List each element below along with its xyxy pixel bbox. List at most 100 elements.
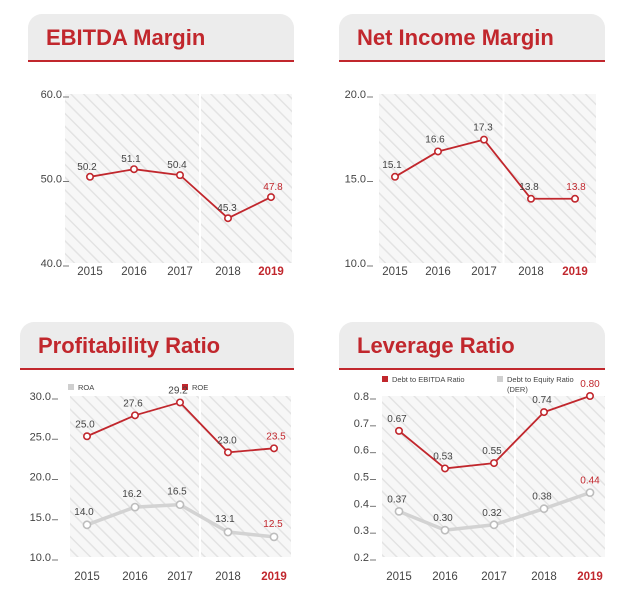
y-tick-label: 30.0 (30, 391, 51, 403)
net-income-margin-chart: 20.0 15.0 10.0 2015 2016 2017 2018 2019 15.1 16.6… (345, 89, 596, 278)
x-category-label: 2019 (261, 571, 287, 583)
data-point (390, 172, 399, 181)
data-point (130, 165, 139, 174)
data-point (489, 520, 499, 530)
data-point (176, 171, 185, 180)
data-label: 14.0 (74, 507, 94, 518)
data-point (490, 459, 499, 468)
profitability-ratio-panel: Profitability Ratio 30.0 25.0 20.0 15.0 10.0… (20, 322, 294, 592)
y-tick-label: 60.0 (41, 89, 62, 101)
legend-label: ROE (192, 383, 208, 392)
data-label: 0.38 (532, 492, 552, 503)
data-label: 16.6 (425, 134, 445, 145)
data-label: 0.44 (580, 476, 600, 487)
data-point (82, 520, 92, 530)
x-category-label: 2016 (432, 571, 458, 583)
ebitda-margin-title: EBITDA Margin (46, 25, 206, 50)
header-rule (339, 60, 605, 62)
data-label: 50.2 (77, 162, 97, 173)
y-tick-label: 50.0 (41, 174, 62, 186)
data-point (539, 504, 549, 514)
legend-label: Debt to Equity Ratio (507, 375, 574, 384)
plot-area (70, 396, 291, 557)
data-label: 47.8 (263, 182, 283, 193)
data-point (394, 506, 404, 516)
legend-label: (DER) (507, 385, 528, 394)
legend-swatch (68, 384, 74, 390)
data-point (175, 500, 185, 510)
legend-swatch (497, 376, 503, 382)
y-tick-label: 0.6 (354, 445, 369, 457)
y-tick-label: 20.0 (345, 89, 366, 101)
data-label: 13.8 (519, 182, 539, 193)
data-label: 23.0 (217, 435, 237, 446)
data-point (85, 172, 94, 181)
data-point (527, 194, 536, 203)
x-category-label: 2019 (577, 571, 603, 583)
legend-swatch (182, 384, 188, 390)
x-category-label: 2016 (425, 266, 451, 278)
header-rule (339, 368, 605, 370)
data-point (270, 444, 279, 453)
x-category-label: 2017 (481, 571, 507, 583)
data-point (480, 135, 489, 144)
data-label: 0.80 (580, 379, 600, 390)
data-label: 0.67 (387, 414, 407, 425)
data-label: 0.30 (433, 513, 453, 524)
data-label: 51.1 (121, 154, 141, 165)
data-label: 0.37 (387, 494, 407, 505)
y-tick-label: 0.7 (354, 418, 369, 430)
plot-area (379, 94, 596, 263)
data-label: 23.5 (266, 431, 286, 442)
data-label: 13.8 (566, 182, 586, 193)
y-tick-label: 25.0 (30, 431, 51, 443)
data-label: 0.32 (482, 508, 502, 519)
ebitda-margin-header: EBITDA Margin (28, 14, 294, 62)
legend-label: Debt to EBITDA Ratio (392, 375, 465, 384)
plot-area (382, 396, 605, 557)
data-point (585, 488, 595, 497)
y-tick-label: 40.0 (41, 258, 62, 270)
profitability-ratio-title: Profitability Ratio (38, 333, 221, 358)
y-tick-label: 20.0 (30, 472, 51, 484)
x-category-label: 2019 (562, 266, 588, 278)
x-category-label: 2018 (215, 266, 241, 278)
data-label: 0.74 (532, 395, 552, 406)
data-label: 15.1 (382, 160, 402, 171)
profitability-ratio-chart: 30.0 25.0 20.0 15.0 10.0 2015 2016 2017 2018 2019… (30, 383, 291, 583)
data-point (131, 411, 140, 420)
x-category-label: 2015 (74, 571, 100, 583)
data-label: 45.3 (217, 203, 237, 214)
x-category-label: 2016 (121, 266, 147, 278)
y-tick-label: 0.4 (354, 498, 369, 510)
data-label: 29.2 (168, 385, 188, 396)
ebitda-margin-panel: EBITDA Margin 60.0 50.0 40.0 2015 2016 2017 20… (28, 14, 294, 284)
y-tick-label: 0.2 (354, 552, 369, 564)
y-tick-label: 10.0 (345, 258, 366, 270)
data-point (540, 408, 549, 417)
data-label: 25.0 (75, 419, 95, 430)
data-label: 0.55 (482, 446, 502, 457)
data-point (130, 502, 140, 512)
data-label: 16.2 (122, 489, 142, 500)
data-label: 13.1 (215, 514, 235, 525)
data-label: 16.5 (167, 487, 187, 498)
x-category-label: 2015 (386, 571, 412, 583)
y-tick-label: 10.0 (30, 552, 51, 564)
data-point (441, 464, 450, 473)
x-category-label: 2017 (167, 571, 193, 583)
data-point (224, 214, 233, 223)
data-point (82, 432, 91, 441)
data-point (434, 147, 443, 156)
data-label: 50.4 (167, 160, 187, 171)
leverage-ratio-title: Leverage Ratio (357, 333, 515, 358)
leverage-ratio-header: Leverage Ratio (339, 322, 605, 370)
data-label: 12.5 (263, 519, 283, 530)
net-income-margin-panel: Net Income Margin 20.0 15.0 10.0 2015 2016 20… (339, 14, 605, 284)
data-point (176, 398, 185, 407)
x-category-label: 2018 (518, 266, 544, 278)
legend-swatch (382, 376, 388, 382)
data-point (267, 193, 276, 202)
header-rule (28, 60, 294, 62)
data-point (394, 426, 403, 435)
